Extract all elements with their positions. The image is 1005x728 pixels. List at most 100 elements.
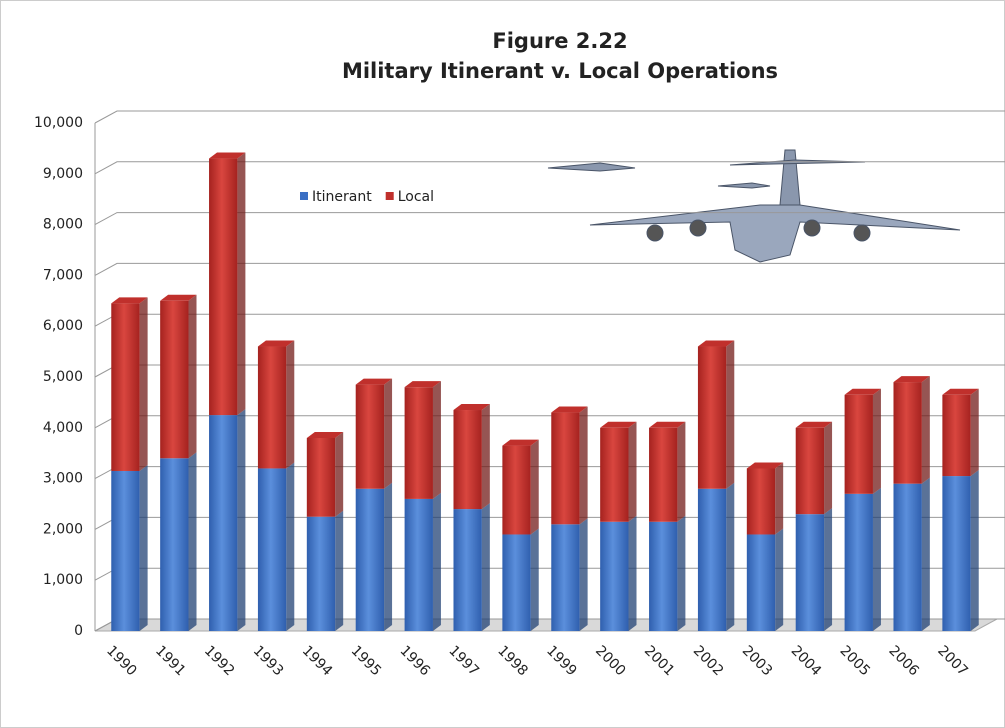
bar-side [237, 152, 246, 416]
bar-top [844, 388, 881, 395]
bar-top [746, 462, 784, 469]
bar [746, 468, 776, 535]
bar-side [139, 464, 148, 631]
bar [551, 524, 580, 631]
y-tick-label: 10,000 [34, 115, 83, 131]
bar-side [286, 340, 295, 469]
grid-line [94, 212, 1005, 226]
bar [649, 427, 678, 522]
bar [893, 483, 922, 631]
legend-swatch [385, 192, 394, 200]
bar-top [649, 421, 686, 428]
bar-side [188, 294, 197, 459]
bar-side [726, 340, 735, 489]
bar-top [306, 431, 344, 438]
bar [306, 437, 336, 517]
bar [697, 488, 727, 631]
bar-side [384, 482, 393, 631]
bar [746, 534, 776, 631]
bar-side [628, 515, 637, 631]
bar [453, 410, 482, 510]
bar-side [775, 528, 784, 631]
y-tick-label: 9,000 [43, 166, 83, 182]
bar-side [286, 462, 295, 631]
bar-top [453, 404, 490, 411]
y-tick-label: 8,000 [43, 217, 83, 233]
bar-side [872, 388, 881, 494]
bar-top [404, 381, 441, 388]
grid-line [94, 161, 1005, 175]
bar-side [726, 482, 735, 631]
bar-top [160, 294, 197, 301]
y-tick-label: 6,000 [43, 318, 83, 334]
grid-line [94, 262, 1005, 276]
bar [257, 346, 287, 469]
bar [355, 384, 385, 489]
bar [600, 427, 629, 522]
bar-side [970, 388, 979, 477]
y-tick-label: 3,000 [43, 471, 83, 487]
bar-side [579, 518, 588, 631]
bar-top [795, 421, 833, 428]
bar [795, 427, 825, 515]
bar [355, 488, 385, 631]
y-tick-label: 7,000 [43, 267, 83, 283]
legend: Itinerant Local [300, 189, 434, 205]
bar-top [551, 406, 588, 413]
bar-side [432, 381, 441, 499]
bar-top [111, 297, 148, 304]
bar [844, 493, 873, 631]
bar-side [824, 508, 833, 631]
bar [111, 303, 140, 471]
bar-side [921, 376, 930, 484]
bar-side [188, 452, 197, 631]
bar [404, 498, 433, 631]
bar-side [970, 470, 979, 631]
bar [306, 516, 336, 631]
bar-side [921, 477, 930, 631]
airplane [547, 149, 961, 263]
legend-label: Local [398, 189, 434, 205]
bar-side [335, 431, 344, 517]
bar-side [579, 406, 588, 525]
y-tick-label: 0 [74, 623, 83, 639]
bar [404, 387, 433, 499]
chart-title: Figure 2.22 [492, 29, 627, 53]
chart-subtitle: Military Itinerant v. Local Operations [342, 59, 778, 83]
bar-top [257, 340, 295, 347]
bar-side [628, 421, 637, 522]
bar [649, 521, 678, 631]
bar-side [530, 439, 539, 535]
y-tick-label: 1,000 [43, 572, 83, 588]
bar [600, 521, 629, 631]
bar [942, 394, 971, 477]
bar [551, 412, 580, 525]
bar-side [481, 404, 490, 510]
bar-top [355, 378, 393, 385]
bar-side [139, 297, 148, 471]
legend-swatch [300, 192, 308, 200]
y-tick-label: 4,000 [43, 420, 83, 436]
bar-top [209, 152, 246, 159]
y-tick-label: 2,000 [43, 521, 83, 537]
bar [844, 394, 873, 494]
bar [697, 346, 727, 489]
bar [453, 509, 482, 631]
grid-line [94, 110, 1005, 124]
bar-top [893, 376, 930, 383]
bar-top [502, 439, 539, 446]
bar [111, 470, 140, 631]
y-tick-label: 5,000 [43, 369, 83, 385]
bar-side [432, 492, 441, 631]
bar [209, 158, 238, 416]
bar-side [677, 515, 686, 631]
legend-label: Itinerant [312, 189, 372, 205]
bar [942, 476, 971, 631]
bar [795, 514, 825, 631]
bar-side [677, 421, 686, 522]
bar [502, 445, 531, 535]
bar-side [237, 409, 246, 631]
bar [257, 468, 287, 631]
bar-top [942, 388, 979, 395]
